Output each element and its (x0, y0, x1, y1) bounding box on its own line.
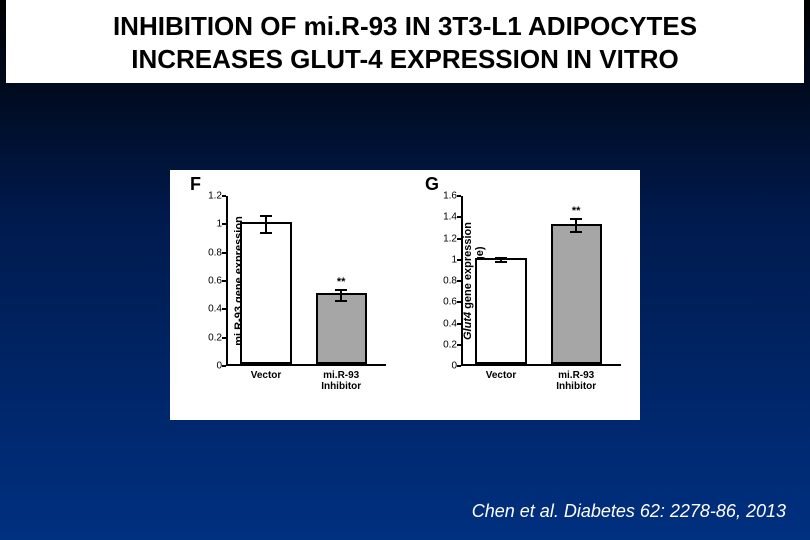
significance-label: ** (572, 205, 581, 217)
ytick-label: 0 (451, 361, 461, 372)
ytick-label: 1.4 (443, 212, 461, 223)
slide-title: INHIBITION OF mi.R-93 IN 3T3-L1 ADIPOCYT… (6, 0, 804, 83)
figure-panel: F 00.20.40.60.811.2mi.R-93 gene expressi… (170, 170, 640, 420)
panel-letter-g: G (425, 174, 439, 195)
ytick-label: 1.2 (208, 191, 226, 202)
ytick-label: 1.2 (443, 233, 461, 244)
ytick-label: 0.2 (443, 339, 461, 350)
title-line-2: INCREASES GLUT-4 EXPRESSION IN VITRO (131, 44, 679, 74)
ytick-label: 0 (216, 361, 226, 372)
xtick-label: mi.R-93Inhibitor (556, 366, 596, 392)
ytick-label: 0.4 (443, 318, 461, 329)
chart-f: 00.20.40.60.811.2mi.R-93 gene expression… (226, 196, 386, 366)
ytick-label: 0.6 (443, 297, 461, 308)
subpanel-f: F 00.20.40.60.811.2mi.R-93 gene expressi… (170, 170, 405, 420)
citation: Chen et al. Diabetes 62: 2278-86, 2013 (472, 501, 786, 522)
chart-g: 00.20.40.60.811.21.41.6Glut4 gene expres… (461, 196, 621, 366)
significance-label: ** (337, 276, 346, 288)
ytick-label: 0.2 (208, 332, 226, 343)
bar (551, 224, 602, 364)
bar (316, 293, 367, 364)
subpanel-g: G 00.20.40.60.811.21.41.6Glut4 gene expr… (405, 170, 640, 420)
ytick-label: 0.8 (443, 276, 461, 287)
ytick-label: 0.4 (208, 304, 226, 315)
ytick-label: 0.6 (208, 276, 226, 287)
ytick-label: 0.8 (208, 247, 226, 258)
bar (240, 222, 291, 364)
bar (475, 258, 526, 364)
ytick-label: 1 (451, 254, 461, 265)
ytick-label: 1.6 (443, 191, 461, 202)
xtick-label: mi.R-93Inhibitor (321, 366, 361, 392)
ytick-label: 1 (216, 219, 226, 230)
panel-letter-f: F (190, 174, 201, 195)
title-line-1: INHIBITION OF mi.R-93 IN 3T3-L1 ADIPOCYT… (113, 11, 697, 41)
xtick-label: Vector (251, 366, 282, 381)
xtick-label: Vector (486, 366, 517, 381)
